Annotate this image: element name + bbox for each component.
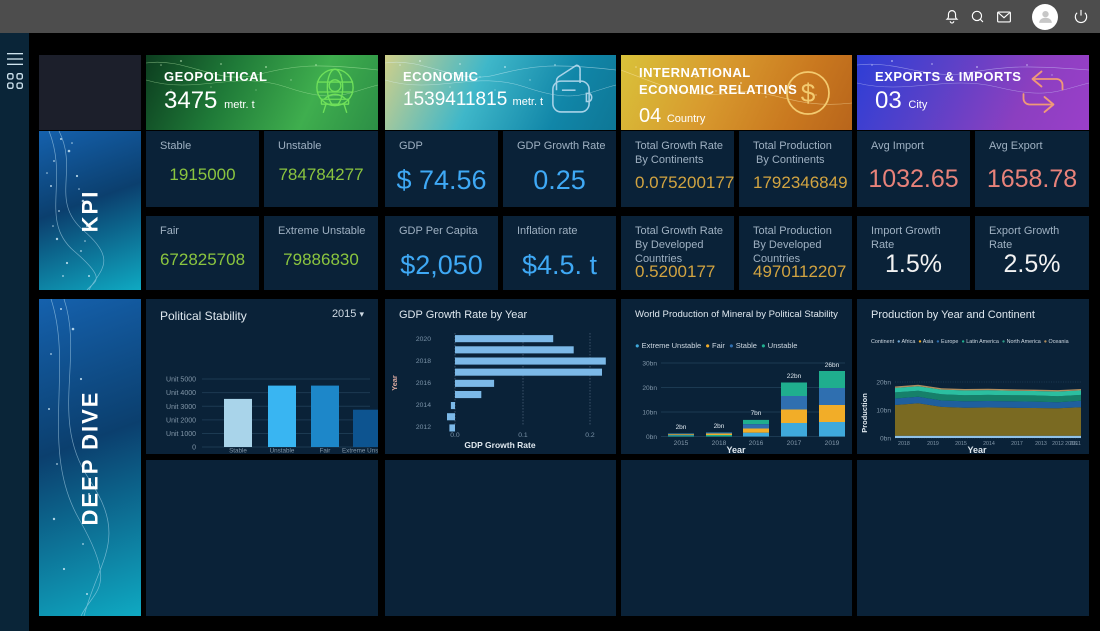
svg-text:10bn: 10bn (642, 410, 657, 417)
svg-text:2017: 2017 (1011, 441, 1023, 447)
svg-text:2018: 2018 (712, 440, 727, 447)
svg-text:2018: 2018 (416, 358, 431, 365)
svg-text:22bn: 22bn (787, 373, 802, 380)
svg-text:GDP Growth Rate: GDP Growth Rate (464, 440, 535, 450)
svg-text:2014: 2014 (416, 402, 431, 409)
svg-text:Unit 1000: Unit 1000 (166, 431, 196, 438)
svg-text:2013: 2013 (1035, 441, 1047, 447)
svg-text:0bn: 0bn (646, 434, 657, 441)
svg-text:Unstable: Unstable (270, 448, 295, 455)
svg-text:Production: Production (860, 393, 869, 433)
svg-text:0.1: 0.1 (518, 432, 528, 439)
svg-text:Year: Year (967, 445, 987, 454)
svg-text:2016: 2016 (416, 380, 431, 387)
svg-text:Year: Year (726, 445, 746, 454)
svg-text:2012: 2012 (1052, 441, 1064, 447)
svg-text:$: $ (801, 78, 816, 108)
svg-text:0.0: 0.0 (450, 432, 460, 439)
svg-text:2012: 2012 (416, 424, 431, 431)
svg-text:7bn: 7bn (751, 410, 762, 417)
svg-text:2bn: 2bn (676, 424, 687, 431)
svg-text:Fair: Fair (320, 448, 331, 455)
svg-text:2020: 2020 (416, 336, 431, 343)
svg-text:Unit 2000: Unit 2000 (166, 417, 196, 424)
svg-text:2016: 2016 (749, 440, 764, 447)
svg-text:2015: 2015 (674, 440, 689, 447)
svg-text:Extreme Unstable: Extreme Unstable (342, 448, 378, 455)
svg-text:0.2: 0.2 (585, 432, 595, 439)
svg-text:10bn: 10bn (876, 408, 891, 415)
svg-text:Stable: Stable (229, 448, 247, 455)
svg-text:2011: 2011 (1070, 441, 1081, 447)
svg-text:2019: 2019 (927, 441, 939, 447)
svg-text:0bn: 0bn (880, 436, 891, 443)
svg-text:2bn: 2bn (714, 423, 725, 430)
svg-text:Unit 3000: Unit 3000 (166, 404, 196, 411)
svg-text:2018: 2018 (898, 441, 910, 447)
svg-text:Year: Year (390, 375, 399, 391)
svg-text:2017: 2017 (787, 440, 802, 447)
svg-text:2019: 2019 (825, 440, 840, 447)
svg-text:26bn: 26bn (825, 362, 840, 369)
svg-text:20bn: 20bn (642, 385, 657, 392)
svg-text:30bn: 30bn (642, 361, 657, 368)
svg-text:Unit 5000: Unit 5000 (166, 377, 196, 384)
svg-text:0: 0 (192, 445, 196, 452)
svg-text:Unit 4000: Unit 4000 (166, 390, 196, 397)
svg-text:20bn: 20bn (876, 380, 891, 387)
svg-text:2015: 2015 (955, 441, 967, 447)
